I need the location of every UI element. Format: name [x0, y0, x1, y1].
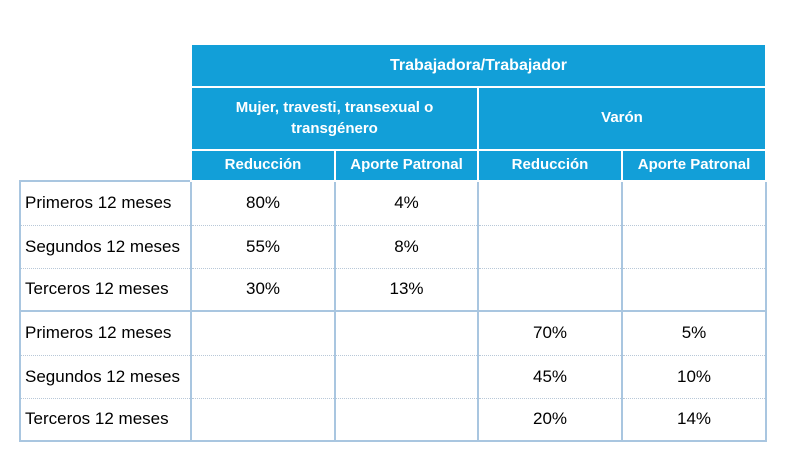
table-cell — [477, 268, 623, 312]
group-header-women: Mujer, travesti, transexual o transgéner… — [190, 86, 479, 151]
column-header-reduccion: Reducción — [190, 149, 336, 182]
header-row-title: Trabajadora/Trabajador — [20, 43, 767, 88]
table-cell: 55% — [190, 225, 336, 269]
header-corner — [20, 44, 191, 181]
table-cell — [334, 398, 479, 442]
reduction-table: Trabajadora/Trabajador Mujer, travesti, … — [19, 43, 767, 442]
table-cell: 70% — [477, 310, 623, 356]
table-cell — [621, 268, 767, 312]
table-cell — [621, 180, 767, 226]
column-header-reduccion: Reducción — [477, 149, 623, 182]
column-header-aporte-patronal: Aporte Patronal — [621, 149, 767, 182]
table-cell — [190, 310, 336, 356]
table-title: Trabajadora/Trabajador — [190, 43, 767, 88]
header-row-columns: Reducción Aporte Patronal Reducción Apor… — [20, 149, 767, 182]
table-cell — [190, 355, 336, 399]
column-header-aporte-patronal: Aporte Patronal — [334, 149, 479, 182]
row-label: Terceros 12 meses — [19, 268, 192, 312]
table-row: Segundos 12 meses 45% 10% — [19, 355, 767, 399]
table-row: Terceros 12 meses 20% 14% — [19, 398, 767, 442]
table-cell — [334, 355, 479, 399]
row-label: Primeros 12 meses — [19, 180, 192, 226]
table-cell: 30% — [190, 268, 336, 312]
table-cell: 20% — [477, 398, 623, 442]
header-row-groups: Mujer, travesti, transexual o transgéner… — [20, 86, 767, 151]
group-header-men: Varón — [477, 86, 767, 151]
row-label: Segundos 12 meses — [19, 225, 192, 269]
row-label: Terceros 12 meses — [19, 398, 192, 442]
table-cell — [190, 398, 336, 442]
table-row: Primeros 12 meses 80% 4% — [19, 180, 767, 226]
table-cell: 10% — [621, 355, 767, 399]
table-cell: 13% — [334, 268, 479, 312]
table-cell: 14% — [621, 398, 767, 442]
table-row: Segundos 12 meses 55% 8% — [19, 225, 767, 269]
row-label: Segundos 12 meses — [19, 355, 192, 399]
table-cell: 8% — [334, 225, 479, 269]
table-cell — [334, 310, 479, 356]
table-cell: 45% — [477, 355, 623, 399]
table-cell: 4% — [334, 180, 479, 226]
table-cell: 5% — [621, 310, 767, 356]
table-row: Terceros 12 meses 30% 13% — [19, 268, 767, 312]
table-cell — [621, 225, 767, 269]
table-cell — [477, 225, 623, 269]
table-cell: 80% — [190, 180, 336, 226]
table-cell — [477, 180, 623, 226]
row-label: Primeros 12 meses — [19, 310, 192, 356]
table-row: Primeros 12 meses 70% 5% — [19, 310, 767, 356]
